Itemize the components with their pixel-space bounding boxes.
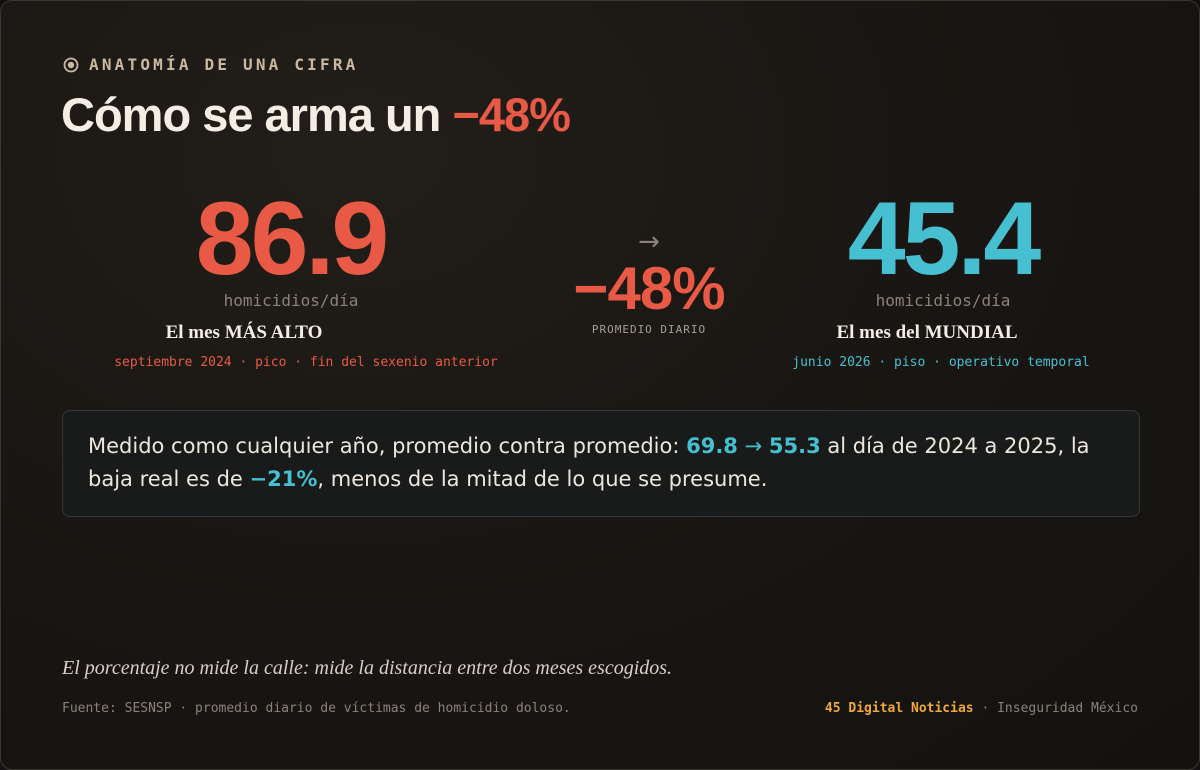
right-arrow-icon: → <box>638 227 660 257</box>
change-caption: PROMEDIO DIARIO <box>591 323 707 336</box>
source-line: Fuente: SESNSP · promedio diario de víct… <box>62 701 571 716</box>
left-stat: 86.9 homicidios/día <box>61 187 521 310</box>
right-stat-title: El mes del MUNDIAL <box>836 322 1018 343</box>
change-indicator: → −48% PROMEDIO DIARIO <box>549 227 749 336</box>
left-stat-value: 86.9 <box>195 181 389 297</box>
note-text-3: , menos de la mitad de lo que se presume… <box>317 467 768 491</box>
page-title: Cómo se arma un −48% <box>61 87 571 142</box>
eyebrow-label: ANATOMÍA DE UNA CIFRA <box>89 55 359 74</box>
note-value-to: 55.3 <box>768 434 821 458</box>
title-accent: −48% <box>452 88 571 141</box>
footer-section: Inseguridad México <box>997 701 1138 716</box>
comparison-note: Medido como cualquier año, promedio cont… <box>62 410 1140 517</box>
footer-credit: 45 Digital Noticias · Inseguridad México <box>825 701 1138 716</box>
note-real-change: −21% <box>249 467 318 491</box>
note-text-2: al día de 2024 a 2025, la baja real es d… <box>88 434 1090 491</box>
left-stat-title: El mes MÁS ALTO <box>165 322 323 343</box>
change-percentage: −48% <box>573 255 725 322</box>
right-stat-subtitle: junio 2026 · piso · operativo temporal <box>792 355 1090 370</box>
note-text-1: Medido como cualquier año, promedio cont… <box>88 434 687 458</box>
title-prefix: Cómo se arma un <box>61 88 453 141</box>
note-arrow: → <box>737 434 769 458</box>
eyebrow: ANATOMÍA DE UNA CIFRA <box>63 55 359 74</box>
right-stat: 45.4 homicidios/día <box>773 187 1113 310</box>
closing-quote: El porcentaje no mide la calle: mide la … <box>62 657 673 679</box>
left-stat-subtitle: septiembre 2024 · pico · fin del sexenio… <box>114 355 498 370</box>
right-stat-unit: homicidios/día <box>875 291 1011 310</box>
right-stat-value: 45.4 <box>847 181 1041 297</box>
footer-separator: · <box>973 701 998 716</box>
note-value-from: 69.8 <box>686 434 738 458</box>
brand-name: 45 Digital Noticias <box>824 701 974 716</box>
eye-icon <box>63 57 79 73</box>
left-stat-unit: homicidios/día <box>223 291 359 310</box>
